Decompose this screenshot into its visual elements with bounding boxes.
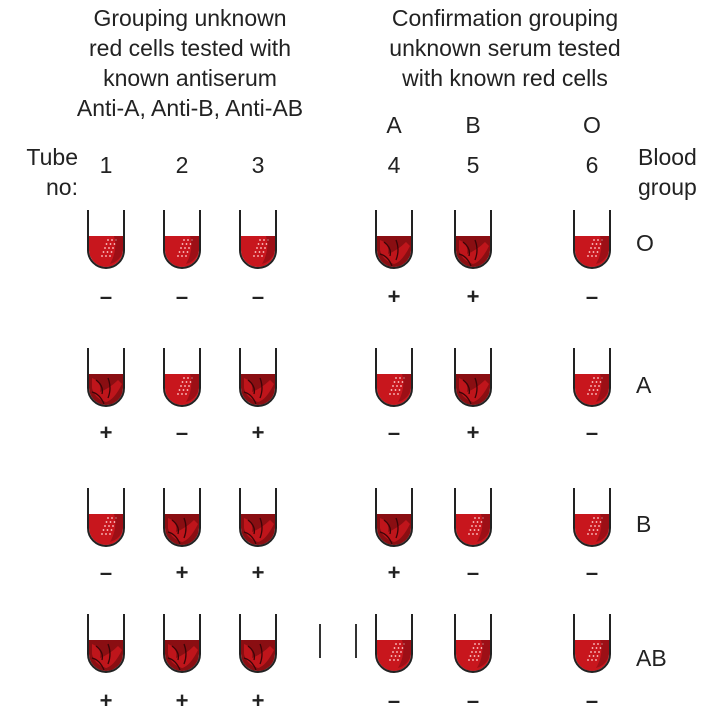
positive-sign: +: [466, 420, 480, 445]
test-tube: [454, 614, 492, 673]
test-tube: [163, 614, 201, 673]
known-cell-label-b: B: [465, 112, 481, 138]
blood-group-label-line: group: [638, 174, 697, 200]
negative-sign: –: [466, 688, 480, 713]
row-group-label-a: A: [636, 372, 652, 398]
negative-sign: –: [175, 420, 189, 445]
positive-sign: +: [175, 688, 189, 713]
row-group-label-ab: AB: [636, 645, 667, 671]
test-tube: [573, 210, 611, 269]
negative-sign: –: [387, 420, 401, 445]
row-group-label-b: B: [636, 511, 652, 537]
positive-sign: +: [251, 688, 265, 713]
test-tube: [375, 614, 413, 673]
test-tube: [573, 488, 611, 547]
positive-sign: +: [466, 284, 480, 309]
negative-sign: –: [251, 284, 265, 309]
test-tube: [239, 488, 277, 547]
test-tube: [454, 210, 492, 269]
tube-no-label: Tube no:: [8, 142, 78, 202]
positive-sign: +: [99, 420, 113, 445]
tube-label-line: Tube: [26, 144, 78, 170]
negative-sign: –: [387, 688, 401, 713]
negative-sign: –: [99, 284, 113, 309]
positive-sign: +: [251, 560, 265, 585]
test-tube: [163, 210, 201, 269]
test-tube: [375, 348, 413, 407]
test-tube: [239, 348, 277, 407]
test-tube: [454, 488, 492, 547]
divider-mark: [319, 624, 321, 658]
test-tube: [87, 614, 125, 673]
test-tube: [163, 488, 201, 547]
negative-sign: –: [99, 560, 113, 585]
right-column-header: Confirmation grouping unknown serum test…: [355, 3, 655, 93]
known-cell-label-a: A: [386, 112, 402, 138]
known-cell-label-o: O: [583, 112, 601, 138]
test-tube: [87, 210, 125, 269]
right-header-line: Confirmation grouping: [391, 5, 619, 31]
tube-number-1: 1: [99, 152, 113, 178]
blood-group-label: Blood group: [638, 142, 718, 202]
positive-sign: +: [251, 420, 265, 445]
tube-number-4: 4: [387, 152, 401, 178]
test-tube: [454, 348, 492, 407]
tube-number-5: 5: [466, 152, 480, 178]
negative-sign: –: [466, 560, 480, 585]
test-tube: [87, 348, 125, 407]
tube-number-6: 6: [585, 152, 599, 178]
right-header-line: with known red cells: [402, 65, 608, 91]
negative-sign: –: [585, 284, 599, 309]
positive-sign: +: [387, 284, 401, 309]
test-tube: [239, 210, 277, 269]
positive-sign: +: [387, 560, 401, 585]
tube-number-3: 3: [251, 152, 265, 178]
negative-sign: –: [585, 420, 599, 445]
blood-group-label-line: Blood: [638, 144, 697, 170]
negative-sign: –: [585, 560, 599, 585]
divider-mark: [355, 624, 357, 658]
left-header-line: Grouping unknown: [93, 5, 287, 31]
left-header-line: Anti-A, Anti-B, Anti-AB: [76, 95, 304, 121]
test-tube: [573, 614, 611, 673]
left-header-line: red cells tested with: [89, 35, 291, 61]
test-tube: [375, 488, 413, 547]
left-header-line: known antiserum: [103, 65, 277, 91]
test-tube: [375, 210, 413, 269]
positive-sign: +: [175, 560, 189, 585]
row-group-label-o: O: [636, 230, 654, 256]
tube-number-2: 2: [175, 152, 189, 178]
test-tube: [163, 348, 201, 407]
tube-label-line: no:: [46, 174, 78, 200]
right-header-line: unknown serum tested: [389, 35, 621, 61]
test-tube: [239, 614, 277, 673]
negative-sign: –: [175, 284, 189, 309]
test-tube: [87, 488, 125, 547]
left-column-header: Grouping unknown red cells tested with k…: [40, 3, 340, 123]
negative-sign: –: [585, 688, 599, 713]
test-tube: [573, 348, 611, 407]
positive-sign: +: [99, 688, 113, 713]
